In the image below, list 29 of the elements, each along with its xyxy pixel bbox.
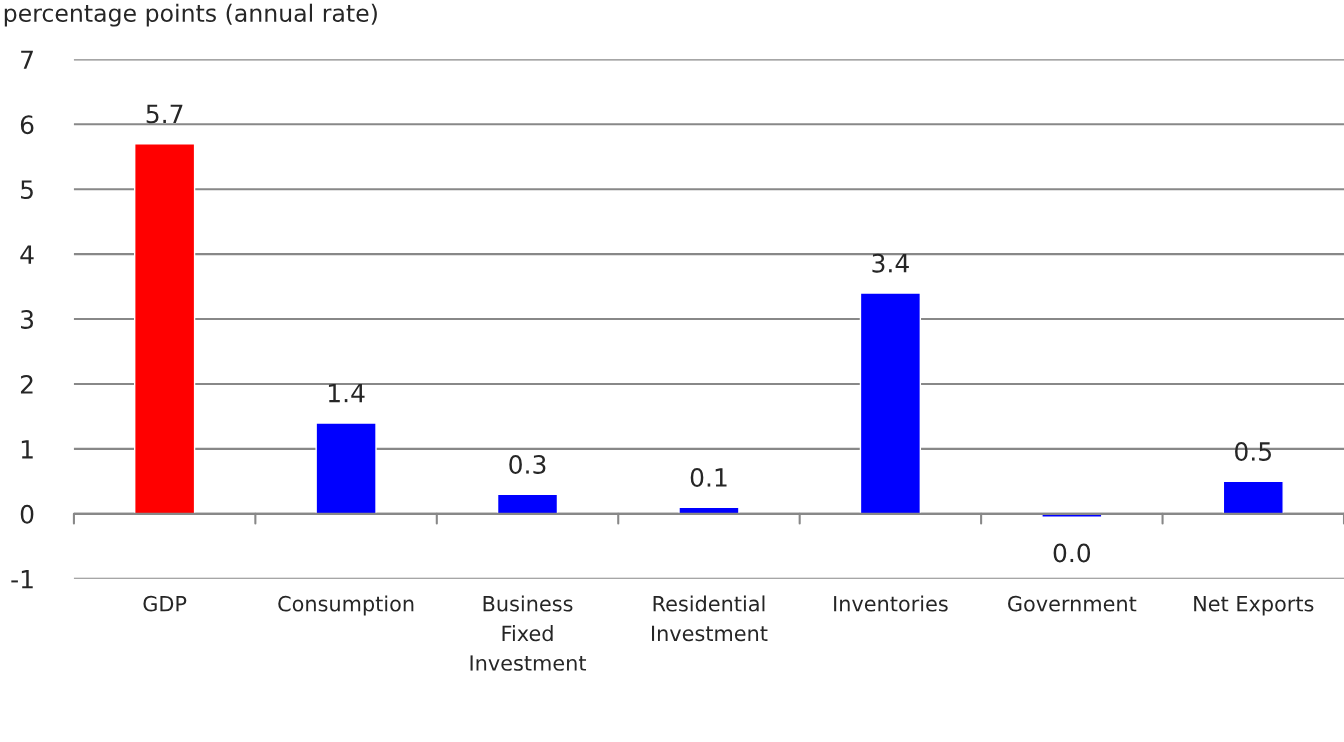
data-label: 3.4 bbox=[872, 253, 909, 273]
data-label: 5.7 bbox=[146, 104, 183, 124]
x-tick-label: GDP bbox=[143, 595, 187, 612]
data-label: 0.1 bbox=[690, 468, 727, 487]
bar bbox=[1222, 480, 1284, 515]
y-tick-label: 2 bbox=[20, 374, 33, 394]
y-tick-label: 4 bbox=[20, 245, 34, 264]
data-label: 0.5 bbox=[1235, 442, 1271, 461]
bar bbox=[859, 292, 922, 515]
x-tick-label: Consumption bbox=[278, 595, 414, 616]
y-tick-label: 6 bbox=[20, 115, 34, 135]
data-label: 1.4 bbox=[328, 383, 365, 403]
x-tick-label: Business Fixed Investment bbox=[470, 595, 587, 671]
data-label: 0.3 bbox=[509, 455, 546, 474]
y-tick-label: 0 bbox=[20, 504, 34, 524]
y-tick-label: 3 bbox=[21, 310, 34, 329]
y-tick-label: 7 bbox=[21, 50, 33, 69]
x-tick-label: Residential Investment bbox=[652, 595, 768, 642]
y-tick-label: 5 bbox=[21, 180, 33, 200]
x-tick-label: Government bbox=[1008, 595, 1137, 612]
bar bbox=[134, 143, 196, 515]
y-tick-label: -1 bbox=[11, 570, 33, 589]
bar bbox=[315, 422, 377, 515]
bar bbox=[496, 493, 559, 515]
x-tick-label: Net Exports bbox=[1194, 596, 1314, 616]
x-tick-label: Inventories bbox=[834, 595, 948, 612]
y-tick-label: 1 bbox=[21, 440, 33, 459]
y-axis-title: percentage points (annual rate) bbox=[4, 3, 377, 27]
data-label: 0.0 bbox=[1053, 543, 1091, 563]
